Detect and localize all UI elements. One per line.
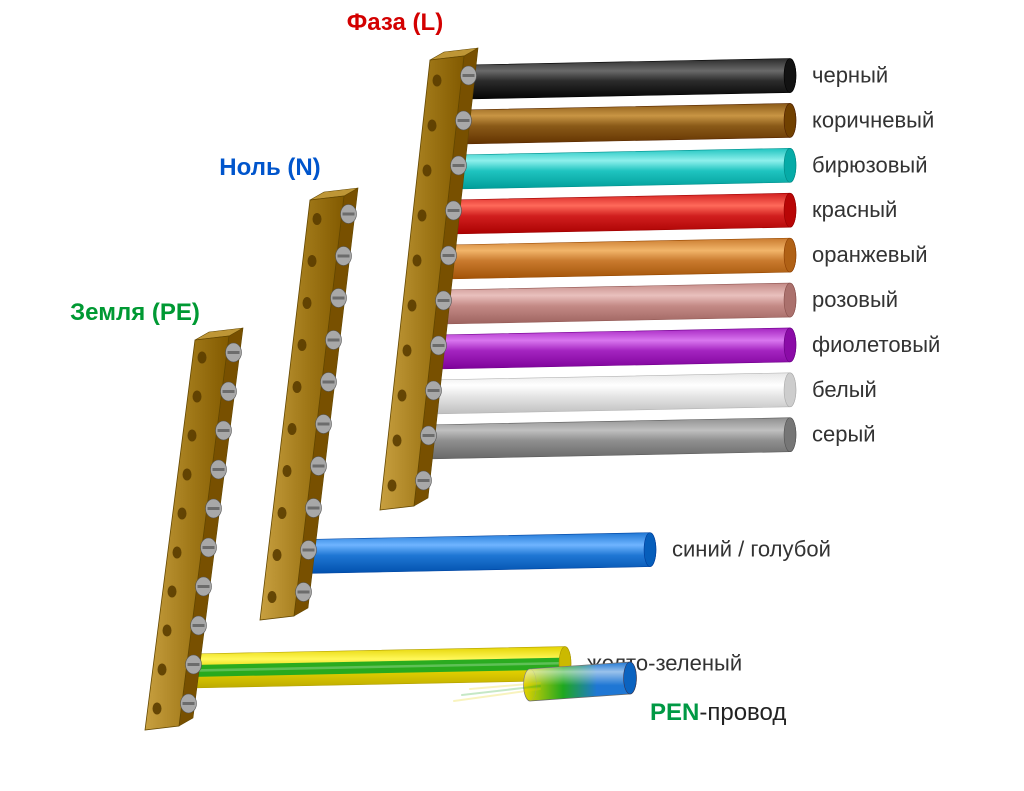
busbar-neutral-hole-7 — [278, 507, 287, 519]
wire-label-phase-0: черный — [812, 63, 888, 88]
busbar-neutral-hole-2 — [303, 297, 312, 309]
busbar-earth-hole-0 — [198, 352, 207, 364]
busbar-phase-hole-3 — [418, 210, 427, 222]
wire-label-phase-3: красный — [812, 197, 897, 222]
wire-earth-8: желто-зеленый — [166, 647, 742, 689]
busbars-layer: Фаза (L) Ноль (N) Земля (PE) — [70, 9, 478, 730]
wire-neutral-8: синий / голубой — [281, 533, 831, 574]
wire-phase-1: коричневый — [436, 103, 934, 144]
busbar-neutral-hole-6 — [283, 465, 292, 477]
wire-phase-0: черный — [441, 59, 888, 100]
wire-label-phase-4: оранжевый — [812, 242, 928, 267]
busbar-earth-hole-8 — [158, 664, 167, 676]
wire-phase-2: бирюзовый — [431, 148, 927, 189]
busbar-neutral-hole-4 — [293, 381, 302, 393]
busbar-earth-hole-7 — [163, 625, 172, 637]
busbar-earth-hole-6 — [168, 586, 177, 598]
wire-label-phase-5: розовый — [812, 287, 898, 312]
busbar-title-earth: Земля (PE) — [70, 299, 200, 326]
busbar-title-neutral: Ноль (N) — [219, 154, 320, 181]
wire-label-phase-6: фиолетовый — [812, 332, 940, 357]
busbar-phase-hole-4 — [413, 255, 422, 267]
busbar-earth-hole-4 — [178, 508, 187, 520]
busbar-neutral-hole-3 — [298, 339, 307, 351]
wire-phase-8: серый — [401, 418, 875, 460]
wire-phase-3: красный — [426, 193, 897, 234]
busbar-phase-hole-6 — [403, 345, 412, 357]
busbar-earth-hole-5 — [173, 547, 182, 559]
busbar-phase-hole-0 — [433, 75, 442, 87]
wire-label-phase-7: белый — [812, 377, 877, 402]
busbar-phase-hole-7 — [398, 390, 407, 402]
diagram-stage: черный коричневый бирюзовый красный оранжевы… — [0, 0, 1024, 791]
wire-phase-7: белый — [406, 373, 877, 415]
busbar-phase-hole-8 — [393, 435, 402, 447]
wire-label-phase-8: серый — [812, 422, 876, 447]
busbar-phase-hole-9 — [388, 480, 397, 492]
busbar-earth-hole-3 — [183, 469, 192, 481]
busbar-phase-hole-2 — [423, 165, 432, 177]
wire-label-phase-2: бирюзовый — [812, 152, 928, 177]
busbar-earth-hole-1 — [193, 391, 202, 403]
busbar-neutral-hole-8 — [273, 549, 282, 561]
pen-label: PEN-провод — [650, 699, 786, 726]
busbar-neutral-hole-0 — [313, 213, 322, 225]
busbar-phase-hole-1 — [428, 120, 437, 132]
busbar-earth-hole-9 — [153, 703, 162, 715]
busbar-neutral-hole-1 — [308, 255, 317, 267]
busbar-neutral-hole-9 — [268, 591, 277, 603]
wire-label-neutral-8: синий / голубой — [672, 537, 831, 562]
wire-label-phase-1: коричневый — [812, 107, 934, 132]
wire-phase-4: оранжевый — [421, 238, 928, 279]
wire-phase-6: фиолетовый — [411, 328, 940, 370]
busbar-neutral-hole-5 — [288, 423, 297, 435]
busbar-earth-hole-2 — [188, 430, 197, 442]
busbar-phase-hole-5 — [408, 300, 417, 312]
wire-phase-5: розовый — [416, 283, 898, 324]
busbar-title-phase: Фаза (L) — [347, 9, 443, 36]
